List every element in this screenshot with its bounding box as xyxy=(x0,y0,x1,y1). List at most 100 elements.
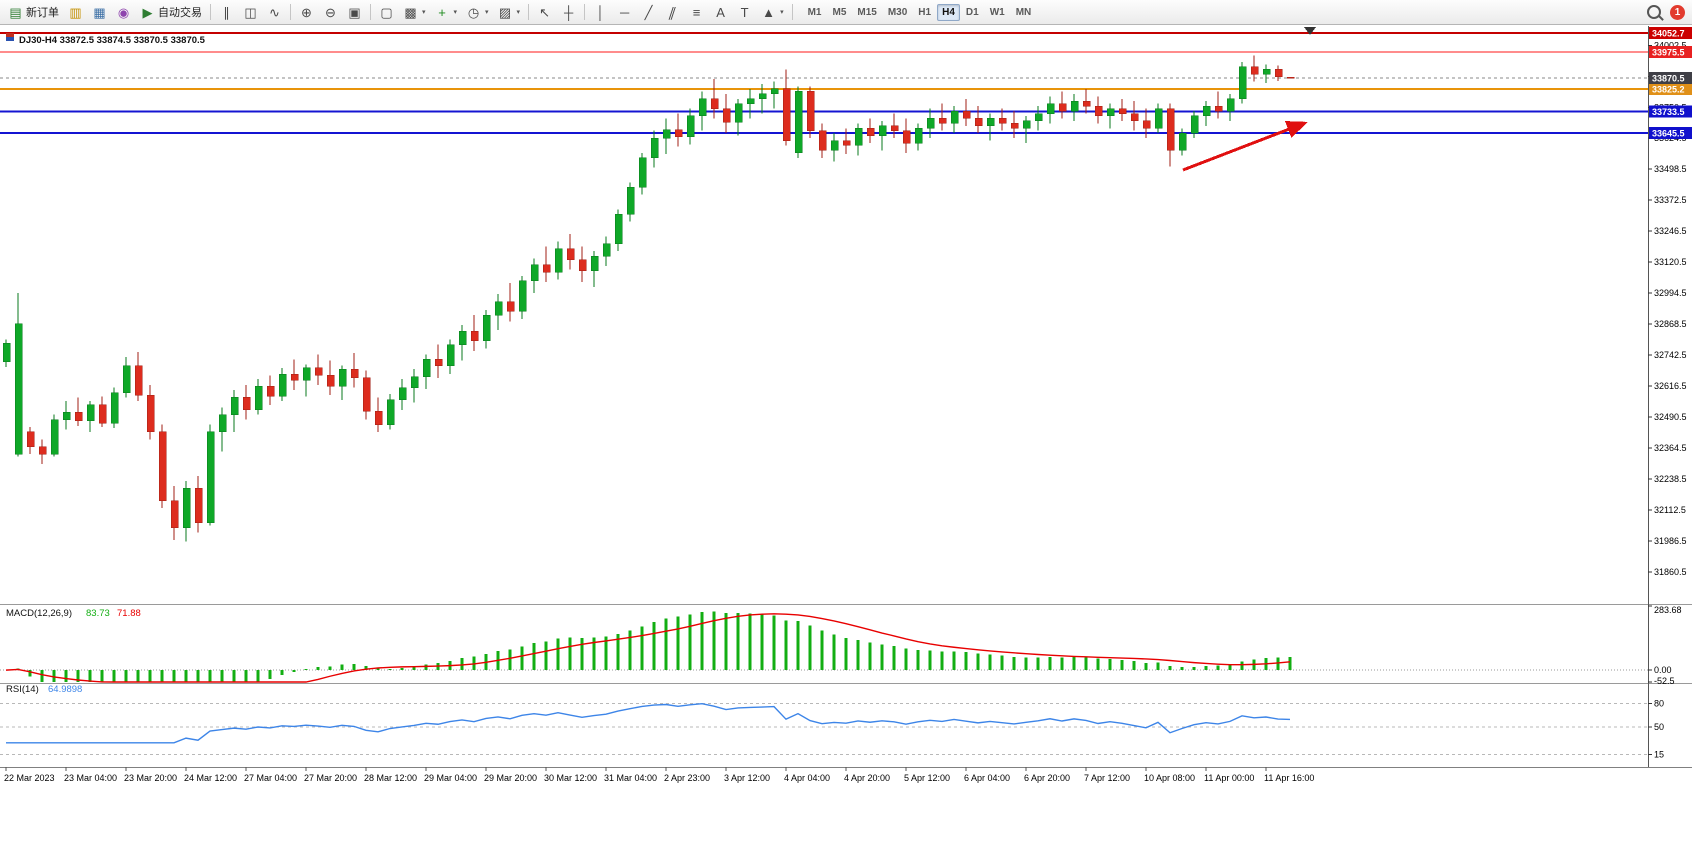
vertical-line-button[interactable]: │ xyxy=(589,1,612,24)
vertical-line-icon: │ xyxy=(596,4,605,20)
bar-chart-button[interactable]: ∥ xyxy=(215,1,238,24)
candle-body xyxy=(122,365,131,393)
candle-body xyxy=(818,130,827,151)
candle-body xyxy=(878,125,887,136)
fibonacci-icon: ≡ xyxy=(692,4,701,20)
channel-button[interactable]: ∥ xyxy=(661,1,684,24)
text-icon: A xyxy=(716,4,725,20)
horizontal-line-button[interactable]: ─ xyxy=(613,1,636,24)
candle-body xyxy=(350,368,359,379)
price-tick-label: 33120.5 xyxy=(1654,257,1687,267)
label-button[interactable]: T xyxy=(733,1,756,24)
text-button[interactable]: A xyxy=(709,1,732,24)
toolbar-separator xyxy=(290,4,291,20)
timeframe-m30-button[interactable]: M30 xyxy=(887,6,908,18)
rsi-panel[interactable]: 80 50 15 RSI(14) 64.9898 xyxy=(0,684,1664,759)
candle-body xyxy=(326,375,335,387)
chart-shift-marker[interactable] xyxy=(1304,27,1316,35)
chart-canvas[interactable]: 34002.533876.533750.533624.533498.533372… xyxy=(0,25,1692,850)
candle-body xyxy=(1286,77,1295,79)
candle-body xyxy=(1142,120,1151,129)
label-icon: T xyxy=(740,4,749,20)
tile-windows-button[interactable]: ▢ xyxy=(375,1,398,24)
candle-body xyxy=(674,129,683,138)
candle-body xyxy=(626,187,635,215)
time-axis[interactable]: 22 Mar 2023 23 Mar 04:00 23 Mar 20:00 24 Ma… xyxy=(4,767,1314,783)
candle-body xyxy=(1034,113,1043,122)
tile-windows-icon: ▢ xyxy=(380,4,393,20)
candle-body xyxy=(1058,103,1067,112)
timeframe-w1-button[interactable]: W1 xyxy=(989,6,1005,18)
time-tick-label: 22 Mar 2023 xyxy=(4,773,55,783)
indicators-button[interactable]: + ▾ xyxy=(431,1,462,24)
fibonacci-button[interactable]: ≡ xyxy=(685,1,708,24)
auto-arrange-button[interactable]: ▣ xyxy=(343,1,366,24)
notification-badge[interactable]: 1 xyxy=(1670,4,1685,20)
market-watch-icon: ▦ xyxy=(93,4,106,20)
price-tag-label: 33733.5 xyxy=(1652,107,1685,117)
time-tick-label: 6 Apr 20:00 xyxy=(1024,773,1070,783)
rsi-tick-label: 15 xyxy=(1654,749,1664,759)
timeframe-d1-button[interactable]: D1 xyxy=(965,6,979,18)
crosshair-icon: ┼ xyxy=(563,4,574,20)
price-tag-label: 33870.5 xyxy=(1652,73,1685,83)
candle-body xyxy=(554,248,563,273)
candle-body xyxy=(26,431,35,447)
candle-body xyxy=(1226,98,1235,112)
time-tick-label: 27 Mar 04:00 xyxy=(244,773,297,783)
candle-body xyxy=(1154,108,1163,129)
candle-body xyxy=(698,98,707,117)
price-tick-label: 33372.5 xyxy=(1654,195,1687,205)
candle-body xyxy=(758,93,767,100)
time-tick-label: 24 Mar 12:00 xyxy=(184,773,237,783)
chevron-down-icon: ▾ xyxy=(453,9,458,16)
candle-body xyxy=(410,376,419,388)
templates-button[interactable]: ▨ ▾ xyxy=(494,1,525,24)
trend-arrow-annotation[interactable] xyxy=(1182,121,1308,172)
macd-panel[interactable]: 283.68 0.00-52.5 MACD(12,26,9) 83.73 71.88 xyxy=(0,605,1682,686)
chevron-down-icon: ▾ xyxy=(422,9,426,16)
timeframe-m15-button[interactable]: M15 xyxy=(857,6,877,18)
cursor-button[interactable]: ↖ xyxy=(533,1,556,24)
shapes-button[interactable]: ▲ ▾ xyxy=(757,1,788,24)
periods-button[interactable]: ◷ ▾ xyxy=(462,1,493,24)
candle-body xyxy=(446,344,455,366)
crosshair-button[interactable]: ┼ xyxy=(557,1,580,24)
time-tick-label: 6 Apr 04:00 xyxy=(964,773,1010,783)
timeframe-h1-button[interactable]: H1 xyxy=(918,6,932,18)
main-toolbar: ▤ 新订单 ▥ ▦ ◉ ▶ 自动交易 ∥ ◫ ∿ ⊕ ⊖ ▣ ▢ ▩ ▾ + ▾ ◷ ▾ ▨ ▾ ↖ ┼ │ ─ ╱ ∥ ≡ A T ▲ ▾ M… xyxy=(0,0,1692,25)
market-watch-button[interactable]: ▦ xyxy=(88,1,111,24)
candle-body xyxy=(1214,105,1223,112)
charts-profile-button[interactable]: ▥ xyxy=(64,1,87,24)
candle-body xyxy=(1250,66,1259,75)
candle-body xyxy=(1166,108,1175,151)
timeframe-h4-button[interactable]: H4 xyxy=(937,3,960,21)
timeframe-m1-button[interactable]: M1 xyxy=(807,6,822,18)
autotrading-button[interactable]: ▶ 自动交易 xyxy=(136,1,206,24)
candle-body xyxy=(242,397,251,411)
price-axis[interactable]: 34002.533876.533750.533624.533498.533372… xyxy=(1648,40,1687,577)
candlestick-chart-button[interactable]: ◫ xyxy=(239,1,262,24)
candlestick-chart-icon: ◫ xyxy=(244,4,257,20)
line-chart-button[interactable]: ∿ xyxy=(263,1,286,24)
candle-body xyxy=(170,500,179,529)
search-icon[interactable] xyxy=(1647,5,1661,19)
candle-body xyxy=(1190,115,1199,134)
timeframe-mn-button[interactable]: MN xyxy=(1015,6,1032,18)
candle-body xyxy=(422,359,431,377)
new-order-button[interactable]: ▤ 新订单 xyxy=(4,1,63,24)
candlestick-chart[interactable] xyxy=(2,55,1295,542)
candle-body xyxy=(1130,113,1139,122)
algo-trading-button[interactable]: ◉ xyxy=(112,1,135,24)
new-order-button-label: 新订单 xyxy=(26,7,59,19)
autotrading-icon: ▶ xyxy=(142,4,153,20)
zoom-in-button[interactable]: ⊕ xyxy=(295,1,318,24)
trendline-button[interactable]: ╱ xyxy=(637,1,660,24)
zoom-out-button[interactable]: ⊖ xyxy=(319,1,342,24)
rsi-value: 64.9898 xyxy=(48,684,82,695)
toolbar-separator xyxy=(528,4,530,20)
price-level-lines[interactable] xyxy=(0,31,1648,135)
timeframe-m5-button[interactable]: M5 xyxy=(832,6,847,18)
cursor-icon: ↖ xyxy=(539,4,551,20)
new-chart-button[interactable]: ▩ ▾ xyxy=(399,1,430,24)
